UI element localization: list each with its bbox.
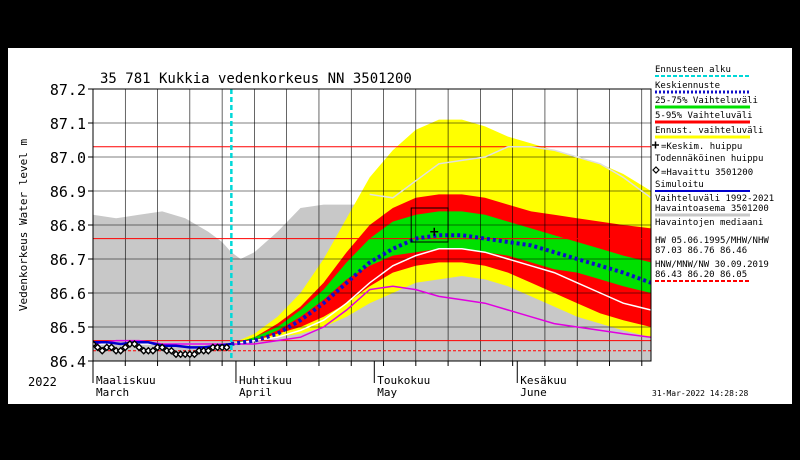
x-month-label-en: April: [239, 386, 272, 399]
y-tick-label: 87.1: [50, 115, 86, 133]
x-month-label-fi: Kesäkuu: [520, 374, 566, 387]
x-month-label-en: March: [96, 386, 129, 399]
plot-layer: [93, 89, 651, 361]
legend-label: Ennusteen alku: [655, 65, 731, 75]
legend-label: 25-75% Vaihteluväli: [655, 96, 758, 106]
x-month-label-fi: Toukokuu: [377, 374, 430, 387]
x-month-label-en: May: [377, 386, 397, 399]
legend-marker-plus: [652, 141, 659, 149]
legend-item: Havaintojen mediaani: [655, 218, 763, 230]
x-month-label-en: June: [520, 386, 547, 399]
observed-point: [93, 340, 97, 348]
legend-label: 5-95% Vaihteluväli: [655, 111, 753, 121]
legend-item: 25-75% Vaihteluväli: [655, 96, 758, 109]
legend-label: Keskiennuste: [655, 81, 720, 91]
observed-point: [204, 346, 213, 355]
legend-label: HW 05.06.1995/MHW/NHW: [655, 236, 769, 246]
observed-point: [121, 343, 130, 352]
timestamp: 31-Mar-2022 14:28:28: [652, 389, 749, 398]
observed-point: [167, 346, 176, 355]
observed-point: [98, 346, 107, 355]
band-5-95-vaihteluv-li: [231, 194, 651, 344]
legend-item: =Keskim. huippu: [652, 141, 742, 152]
probable-peak-box: [410, 207, 449, 243]
x-month-label-fi: Huhtikuu: [239, 374, 292, 387]
observed-point: [107, 343, 116, 352]
legend-label: Ennust. vaihteluväli: [655, 126, 763, 136]
y-tick-label: 87.2: [50, 81, 86, 99]
series-keskiennuste: [231, 233, 651, 346]
observed-point: [222, 343, 231, 352]
y-tick-label: 86.9: [50, 183, 86, 201]
legend-marker-diamond: [652, 166, 660, 174]
observed-point: [135, 343, 144, 352]
legend-label: =Havaittu 3501200: [661, 168, 753, 178]
legend-item: Ennusteen alku: [655, 65, 750, 77]
mean-peak-marker: [430, 227, 439, 236]
legend-item: =Havaittu 3501200: [652, 166, 753, 178]
y-tick-label: 87.0: [50, 149, 86, 167]
observed-point: [130, 340, 139, 348]
legend-item: 5-95% Vaihteluväli: [655, 111, 753, 124]
x-month-label-fi: Maaliskuu: [96, 374, 156, 387]
legend-label: Simuloitu: [655, 180, 704, 190]
legend-label: 87.03 86.76 86.46: [655, 246, 747, 256]
observed-point: [93, 343, 102, 352]
legend-label: Havaintoasema 3501200: [655, 204, 769, 214]
y-tick-label: 86.6: [50, 285, 86, 303]
legend-label: Todennäköinen huippu: [655, 154, 763, 164]
series-light-grey-line: [369, 146, 651, 199]
legend-item: Ennust. vaihteluväli: [655, 126, 763, 139]
legend-item: Keskiennuste: [655, 81, 750, 94]
y-tick-label: 86.4: [50, 353, 86, 371]
band-25-75-vaihteluv-li: [231, 211, 651, 344]
observed-point: [148, 346, 157, 355]
observed-point: [190, 350, 199, 359]
observed-point: [158, 343, 167, 352]
y-tick-label: 86.8: [50, 217, 86, 235]
legend-label: Vaihteluväli 1992-2021: [655, 194, 774, 204]
legend-item: Simuloitu: [655, 180, 750, 192]
y-axis-label: Vedenkorkeus Water level m: [17, 139, 30, 312]
legend-label: HNW/MNW/NW 30.09.2019: [655, 260, 769, 270]
year-label: 2022: [28, 375, 57, 389]
y-tick-label: 86.7: [50, 251, 86, 269]
y-tick-label: 86.5: [50, 319, 86, 337]
series-magenta-line: [93, 285, 651, 345]
chart-title: 35 781 Kukkia vedenkorkeus NN 3501200: [100, 71, 412, 87]
observed-point: [116, 346, 125, 355]
legend-label: =Keskim. huippu: [661, 142, 742, 152]
legend-label: 86.43 86.20 86.05: [655, 270, 747, 280]
legend-label: Havaintojen mediaani: [655, 218, 763, 228]
legend-item: Todennäköinen huippu: [655, 154, 763, 164]
